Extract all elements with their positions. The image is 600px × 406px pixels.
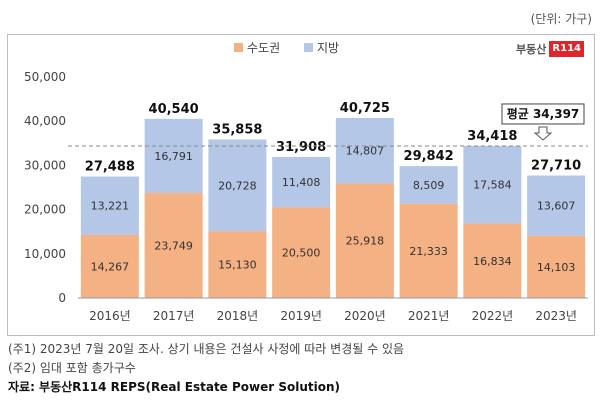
bar-label-capital-area: 25,918 (346, 235, 385, 248)
y-tick-label: 50,000 (24, 70, 66, 84)
bar-label-provinces: 17,584 (473, 179, 512, 192)
bar-capital-area (208, 231, 267, 298)
bar-label-provinces: 11,408 (282, 176, 321, 189)
bar-provinces (399, 166, 458, 204)
logo-text: 부동산 (516, 43, 547, 56)
legend-swatch (304, 43, 313, 52)
total-label: 27,710 (531, 159, 581, 174)
footnotes: (주1) 2023년 7월 20일 조사. 상기 내용은 건설사 사정에 따라 … (8, 340, 598, 397)
bar-provinces (463, 145, 522, 224)
x-tick-label: 2023년 (535, 309, 577, 323)
average-arrow-icon (533, 126, 553, 141)
x-tick-label: 2017년 (153, 309, 195, 323)
total-label: 40,725 (340, 101, 390, 116)
bar-label-capital-area: 20,500 (282, 247, 321, 260)
bar-label-provinces: 20,728 (218, 179, 257, 192)
total-label: 34,418 (467, 129, 517, 144)
average-callout-label: 평균 34,397 (507, 107, 580, 121)
bar-provinces (208, 139, 267, 232)
y-tick-label: 40,000 (24, 114, 66, 128)
bar-label-provinces: 16,791 (154, 150, 193, 163)
bar-provinces (527, 175, 586, 236)
y-tick-label: 20,000 (24, 203, 66, 217)
y-tick-label: 30,000 (24, 158, 66, 172)
bar-provinces (80, 176, 139, 235)
total-label: 40,540 (149, 102, 199, 117)
unit-label: (단위: 가구) (530, 12, 592, 26)
x-tick-label: 2022년 (472, 309, 514, 323)
bar-provinces (272, 156, 331, 208)
bar-capital-area (144, 193, 203, 298)
bar-label-capital-area: 23,749 (154, 240, 193, 253)
bar-label-capital-area: 21,333 (409, 245, 448, 258)
total-label: 31,908 (276, 140, 326, 155)
bar-capital-area (272, 207, 331, 298)
bar-label-capital-area: 15,130 (218, 259, 257, 272)
legend-label: 지방 (317, 41, 339, 55)
bar-capital-area (463, 223, 522, 298)
bar-capital-area (527, 235, 586, 298)
r114-logo: 부동산 R114 (516, 41, 584, 57)
bar-capital-area (80, 234, 139, 298)
stacked-bar-chart: 0 10,000 20,000 30,000 40,000 50,000 수도권 지방 14,2… (24, 41, 588, 323)
bar-label-provinces: 13,607 (537, 200, 576, 213)
bar-label-capital-area: 16,834 (473, 255, 512, 268)
x-tick-label: 2016년 (89, 309, 131, 323)
bar-label-provinces: 8,509 (413, 179, 445, 192)
bar-capital-area (335, 183, 394, 298)
footnote-1: (주1) 2023년 7월 20일 조사. 상기 내용은 건설사 사정에 따라 … (8, 342, 405, 356)
bar-capital-area (399, 203, 458, 298)
total-label: 27,488 (85, 160, 135, 175)
legend-label: 수도권 (247, 41, 280, 55)
x-tick-label: 2019년 (280, 309, 322, 323)
bar-label-capital-area: 14,103 (537, 261, 576, 274)
average-callout-box (501, 103, 585, 125)
legend-swatch (234, 43, 243, 52)
source-note: 자료: 부동산R114 REPS(Real Estate Power Solut… (8, 380, 341, 394)
y-tick-label: 10,000 (24, 247, 66, 261)
y-tick-label: 0 (58, 291, 66, 305)
bar-provinces (335, 117, 394, 184)
total-label: 35,858 (212, 123, 262, 138)
bar-provinces (144, 118, 203, 194)
x-tick-label: 2018년 (217, 309, 259, 323)
bar-label-provinces: 14,807 (346, 145, 385, 158)
bar-label-provinces: 13,221 (91, 200, 130, 213)
total-label: 29,842 (404, 149, 454, 164)
x-tick-label: 2020년 (344, 309, 386, 323)
chart-panel: 부동산 R114 0 10,000 20,000 30,000 40,000 50,000… (7, 34, 595, 336)
footnote-2: (주2) 임대 포함 총가구수 (8, 361, 136, 375)
x-tick-label: 2021년 (408, 309, 450, 323)
bar-label-capital-area: 14,267 (91, 260, 130, 273)
logo-badge: R114 (549, 41, 584, 57)
